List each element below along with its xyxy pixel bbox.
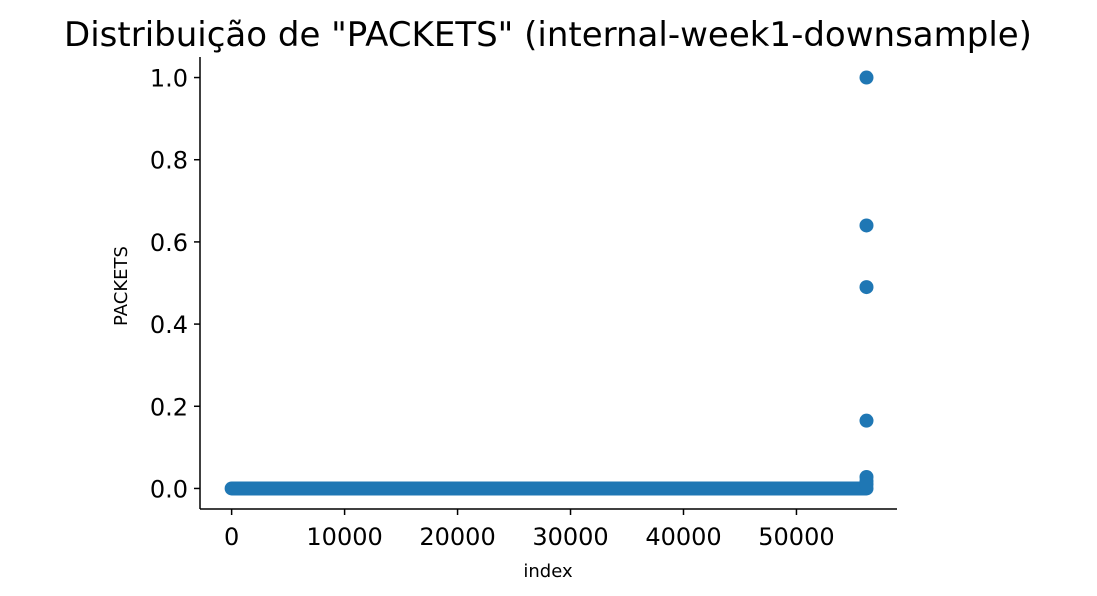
y-axis-label: PACKETS: [111, 246, 132, 326]
baseline-points-band: [224, 481, 874, 496]
data-point: [859, 218, 874, 233]
data-point: [859, 280, 874, 295]
y-tick-label: 0.2: [150, 393, 188, 421]
y-tick-label: 0.6: [150, 229, 188, 257]
x-tick-label: 50000: [758, 523, 834, 551]
y-tick-label: 0.0: [150, 475, 188, 503]
chart-title: Distribuição de "PACKETS" (internal-week…: [64, 15, 1032, 55]
y-tick-label: 1.0: [150, 65, 188, 93]
data-point: [859, 477, 874, 492]
y-axis-ticks: 0.0 0.2 0.4 0.6 0.8 1.0: [150, 65, 200, 503]
y-tick-label: 0.8: [150, 147, 188, 175]
x-tick-label: 40000: [645, 523, 721, 551]
x-tick-label: 0: [224, 523, 239, 551]
x-tick-label: 10000: [306, 523, 382, 551]
data-point: [859, 70, 874, 85]
data-point: [859, 413, 874, 428]
plot-area: [199, 57, 897, 510]
data-points: [224, 70, 874, 496]
x-axis-label: index: [523, 561, 573, 582]
y-tick-label: 0.4: [150, 311, 188, 339]
x-axis-ticks: 0 10000 20000 30000 40000 50000: [224, 509, 835, 551]
x-tick-label: 30000: [532, 523, 608, 551]
x-tick-label: 20000: [419, 523, 495, 551]
